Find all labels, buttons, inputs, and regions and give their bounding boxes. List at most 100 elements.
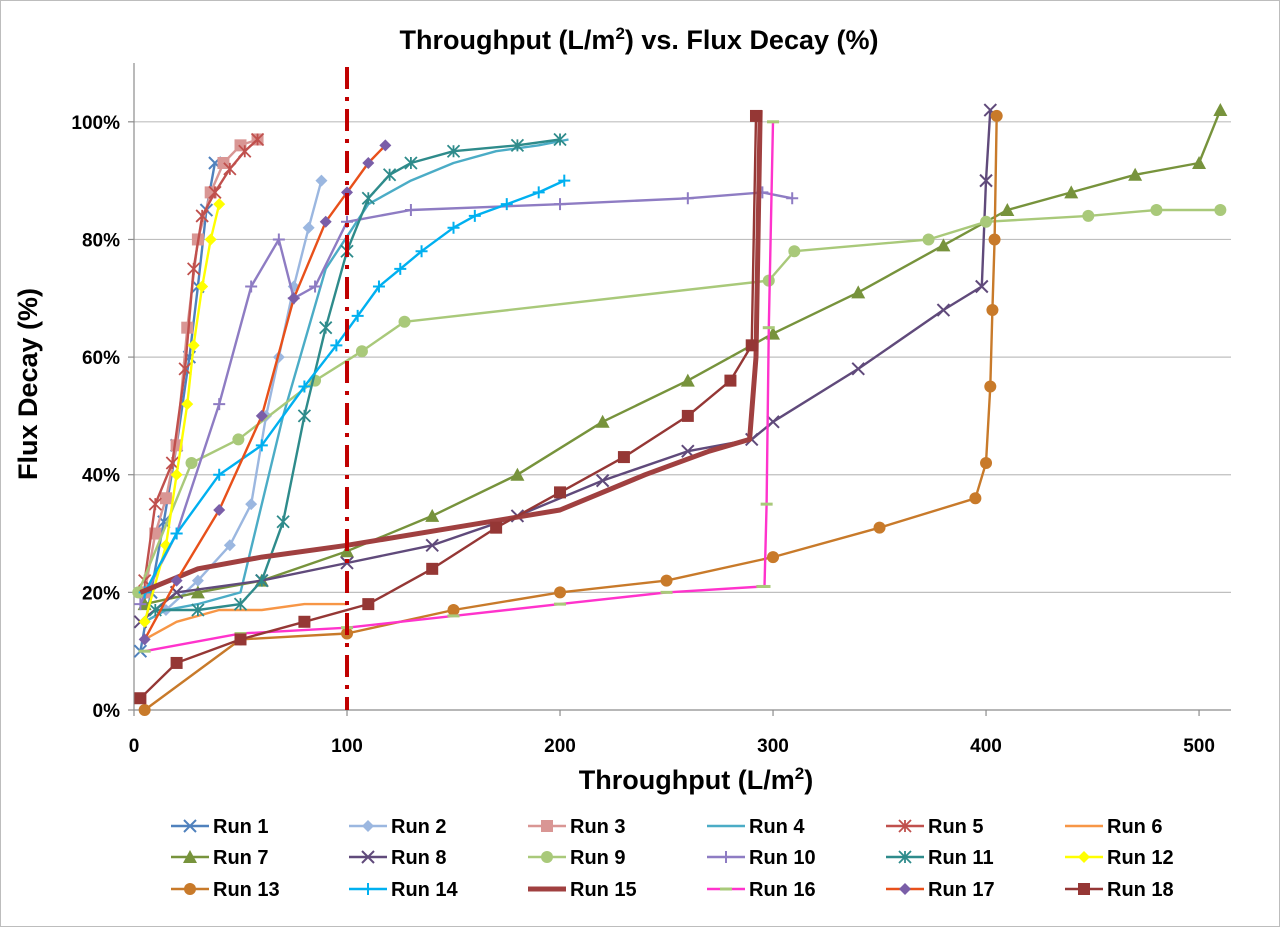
legend-item-run-9: Run 9 bbox=[528, 847, 626, 869]
point-run-7-12 bbox=[1064, 185, 1079, 199]
series-run-17 bbox=[138, 139, 392, 646]
point-run-12-3 bbox=[181, 398, 194, 411]
chart-title: Throughput (L/m2) vs. Flux Decay (%) bbox=[400, 24, 879, 55]
point-run-9-4 bbox=[355, 345, 368, 358]
point-run-11-13 bbox=[553, 132, 567, 147]
point-run-7-4 bbox=[425, 508, 440, 522]
point-run-13-11 bbox=[986, 304, 999, 317]
y-tick-label-4: 80% bbox=[82, 230, 120, 251]
series-run-7 bbox=[137, 103, 1228, 611]
point-run-13-3 bbox=[447, 604, 460, 617]
point-run-14-6 bbox=[351, 309, 364, 322]
legend-label-run-13: Run 13 bbox=[213, 879, 280, 901]
point-run-10-2 bbox=[213, 398, 226, 411]
point-run-10-9 bbox=[554, 198, 567, 211]
legend-marker-run-3 bbox=[541, 820, 553, 832]
axes: 0% 20% 40% 60% 80% 100% 0 100 200 300 400 500 bbox=[71, 63, 1231, 757]
point-run-7-13 bbox=[1128, 167, 1143, 181]
legend-label-run-9: Run 9 bbox=[570, 847, 626, 869]
point-run-5-2 bbox=[165, 456, 179, 470]
legend-label-run-18: Run 18 bbox=[1107, 879, 1174, 901]
point-run-11-2 bbox=[233, 597, 248, 611]
legend-label-run-2: Run 2 bbox=[391, 816, 447, 838]
series-line-run-9 bbox=[137, 208, 1221, 593]
point-run-5-9 bbox=[250, 132, 265, 147]
series-line-run-11 bbox=[155, 138, 561, 612]
point-run-13-0 bbox=[138, 704, 151, 716]
point-run-18-7 bbox=[554, 486, 567, 499]
point-run-13-4 bbox=[554, 586, 567, 599]
series-line-run-7 bbox=[144, 109, 1222, 606]
point-run-18-12 bbox=[749, 109, 762, 122]
legend-label-run-1: Run 1 bbox=[213, 816, 269, 838]
point-run-13-9 bbox=[980, 456, 993, 469]
x-tick-label-1: 100 bbox=[331, 736, 363, 757]
legend-item-run-10: Run 10 bbox=[707, 847, 816, 869]
point-run-14-1 bbox=[170, 527, 183, 540]
point-run-13-12 bbox=[988, 233, 1001, 246]
point-run-3-8 bbox=[234, 139, 247, 152]
legend-label-run-17: Run 17 bbox=[928, 879, 995, 901]
point-run-5-5 bbox=[195, 209, 209, 223]
point-run-10-10 bbox=[681, 192, 694, 205]
legend-item-run-2: Run 2 bbox=[349, 816, 447, 838]
legend-item-run-5: Run 5 bbox=[886, 816, 984, 838]
point-run-12-5 bbox=[196, 280, 209, 293]
point-run-14-8 bbox=[394, 262, 407, 275]
chart-title-rest: ) vs. Flux Decay (%) bbox=[625, 25, 879, 55]
point-run-17-3 bbox=[255, 409, 268, 422]
point-run-7-11 bbox=[1000, 203, 1015, 217]
point-run-11-12 bbox=[510, 138, 525, 152]
point-run-11-6 bbox=[319, 321, 333, 335]
legend-item-run-3: Run 3 bbox=[528, 816, 626, 838]
legend-marker-run-10 bbox=[720, 851, 732, 863]
series-run-11 bbox=[148, 132, 567, 617]
x-tick-label-3: 300 bbox=[757, 736, 789, 757]
legend-item-run-4: Run 4 bbox=[707, 816, 805, 838]
series-line-run-15 bbox=[139, 110, 763, 595]
series-line-run-5 bbox=[143, 138, 259, 581]
y-tick-label-5: 100% bbox=[71, 113, 120, 134]
point-run-10-3 bbox=[245, 280, 258, 293]
legend-item-run-18: Run 18 bbox=[1065, 879, 1174, 901]
point-run-8-13 bbox=[979, 173, 993, 188]
point-run-9-1 bbox=[185, 456, 198, 469]
y-axis-title: Flux Decay (%) bbox=[13, 288, 43, 480]
legend-marker-run-1 bbox=[183, 819, 197, 833]
point-run-17-8 bbox=[379, 139, 392, 152]
point-run-18-10 bbox=[724, 374, 737, 387]
legend-label-run-7: Run 7 bbox=[213, 847, 269, 869]
point-run-14-13 bbox=[532, 186, 545, 199]
point-run-2-8 bbox=[302, 221, 315, 234]
point-run-3-2 bbox=[159, 492, 172, 505]
point-run-11-4 bbox=[276, 515, 290, 529]
legend-item-run-17: Run 17 bbox=[886, 879, 995, 901]
x-tick-label-0: 0 bbox=[129, 736, 140, 757]
chart-title-main: Throughput (L/m bbox=[400, 25, 616, 55]
x-axis-title: Throughput (L/m2) bbox=[579, 764, 813, 795]
point-run-5-1 bbox=[148, 497, 162, 511]
point-run-7-14 bbox=[1192, 155, 1207, 169]
series-line-run-16 bbox=[144, 121, 775, 653]
point-run-7-6 bbox=[595, 414, 610, 428]
legend-marker-run-12 bbox=[1078, 851, 1090, 863]
point-run-12-6 bbox=[204, 233, 217, 246]
y-tick-label-1: 20% bbox=[82, 583, 120, 604]
point-run-9-2 bbox=[232, 433, 245, 446]
legend-item-run-16: Run 16 bbox=[707, 879, 816, 901]
legend-label-run-5: Run 5 bbox=[928, 816, 984, 838]
point-run-11-11 bbox=[446, 144, 461, 158]
point-run-18-1 bbox=[170, 656, 183, 669]
point-run-14-9 bbox=[415, 245, 428, 258]
legend-marker-run-18 bbox=[1078, 883, 1090, 895]
point-run-10-4 bbox=[272, 233, 285, 246]
y-tick-label-2: 40% bbox=[82, 466, 120, 487]
point-run-18-9 bbox=[681, 409, 694, 422]
legend-label-run-14: Run 14 bbox=[391, 879, 459, 901]
point-run-11-9 bbox=[382, 168, 397, 182]
point-run-5-6 bbox=[208, 185, 222, 200]
legend-item-run-11: Run 11 bbox=[886, 847, 994, 869]
legend-item-run-6: Run 6 bbox=[1065, 816, 1163, 838]
gridlines bbox=[134, 121, 1231, 593]
legend-label-run-12: Run 12 bbox=[1107, 847, 1174, 869]
